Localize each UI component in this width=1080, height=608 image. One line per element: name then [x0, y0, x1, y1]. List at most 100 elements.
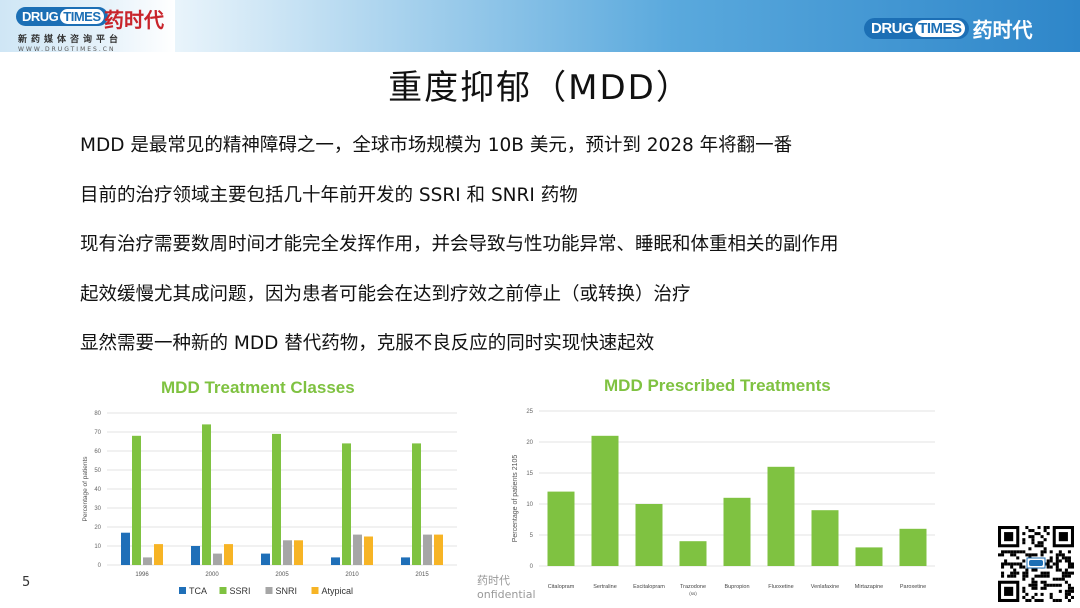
qr-module	[1049, 583, 1053, 587]
qr-module	[1034, 568, 1038, 572]
qr-finder-core	[1058, 532, 1068, 542]
bar-snri	[213, 553, 222, 565]
bar-atypical	[294, 540, 303, 565]
qr-module	[1034, 580, 1038, 584]
qr-module	[1010, 550, 1014, 554]
qr-module	[1007, 550, 1011, 554]
qr-module	[1028, 553, 1032, 557]
legend-swatch	[265, 587, 273, 594]
qr-module	[1013, 571, 1017, 575]
qr-module	[1034, 586, 1038, 590]
qr-module	[1037, 574, 1041, 578]
qr-module	[1055, 565, 1059, 569]
qr-module	[1049, 559, 1053, 563]
qr-module	[1040, 580, 1044, 584]
qr-module	[1064, 571, 1068, 575]
confidential-label: 药时代 onfidential	[477, 574, 536, 602]
qr-module	[1046, 574, 1050, 578]
x-tick-label: 2010	[345, 572, 359, 578]
drugtimes-logo-left: DRUG TIMES 药时代 新药媒体咨询平台 WWW.DRUGTIMES.CN	[16, 6, 164, 53]
qr-module	[1046, 559, 1050, 563]
qr-module	[1001, 562, 1005, 566]
qr-module	[1019, 562, 1023, 566]
bar	[767, 466, 795, 566]
qr-module	[1067, 574, 1071, 578]
chart2-title: MDD Prescribed Treatments	[604, 376, 831, 395]
qr-module	[1028, 583, 1032, 587]
qr-module	[1001, 571, 1005, 575]
bar-snri	[143, 557, 152, 565]
qr-module	[1031, 553, 1035, 557]
qr-module	[1007, 562, 1011, 566]
qr-module	[1001, 550, 1005, 554]
x-tick-label: Paroxetine	[900, 584, 926, 590]
qr-module	[998, 553, 1002, 557]
qr-module	[1067, 586, 1071, 590]
qr-module	[1058, 577, 1062, 581]
bar-snri	[353, 534, 362, 565]
qr-module	[1016, 556, 1020, 560]
qr-module	[1010, 553, 1014, 557]
qr-module	[1031, 535, 1035, 539]
qr-module	[1043, 583, 1047, 587]
legend-swatch	[179, 587, 186, 594]
y-tick-label: 80	[94, 411, 101, 417]
qr-module	[1031, 577, 1035, 581]
y-tick-label: 25	[526, 409, 533, 415]
qr-module	[1055, 568, 1059, 572]
qr-module	[1055, 598, 1059, 602]
qr-module	[1064, 559, 1068, 563]
qr-module	[1043, 580, 1047, 584]
qr-module	[1028, 529, 1032, 533]
bar-tca	[331, 557, 340, 565]
qr-module	[1001, 565, 1005, 569]
qr-module	[1043, 586, 1047, 590]
y-tick-label: 60	[94, 449, 101, 455]
qr-module	[1055, 559, 1059, 563]
qr-module	[1049, 565, 1053, 569]
y-tick-label: 70	[94, 430, 101, 436]
qr-module	[1022, 541, 1026, 545]
qr-module	[1010, 571, 1014, 575]
qr-module	[1022, 595, 1026, 599]
qr-module	[1034, 553, 1038, 557]
qr-module	[1067, 571, 1071, 575]
bar	[635, 504, 663, 566]
bullet-list: MDD 是最常见的精神障碍之一，全球市场规模为 10B 美元，预计到 2028 …	[80, 131, 839, 379]
qr-module	[1040, 571, 1044, 575]
bar-tca	[191, 546, 200, 565]
bullet-item: 起效缓慢尤其成问题，因为患者可能会在达到疗效之前停止（或转换）治疗	[80, 283, 691, 305]
qr-module	[1007, 574, 1011, 578]
bar	[679, 541, 707, 566]
qr-module	[1061, 556, 1065, 560]
qr-module	[1043, 547, 1047, 551]
qr-module	[1022, 532, 1026, 536]
qr-module	[1028, 535, 1032, 539]
qr-module	[1031, 568, 1035, 572]
qr-module	[1043, 529, 1047, 533]
qr-module	[1019, 565, 1023, 569]
qr-module	[1055, 583, 1059, 587]
x-tick-label: 2015	[415, 572, 429, 578]
x-tick-label: Citalopram	[548, 584, 575, 590]
bar-ssri	[342, 443, 351, 565]
qr-module	[1025, 568, 1029, 572]
y-tick-label: 0	[98, 563, 102, 569]
qr-finder-core	[1004, 532, 1014, 542]
bar-tca	[261, 553, 270, 565]
prescribed-treatments-chart: 0 5 10 15 20 25 Percentage of patients 2105 Cit…	[512, 409, 935, 596]
legend-label: Atypical	[322, 586, 354, 596]
qr-module	[1052, 577, 1056, 581]
qr-module	[1010, 562, 1014, 566]
qr-module	[1043, 574, 1047, 578]
qr-module	[1064, 589, 1068, 593]
qr-module	[1067, 562, 1071, 566]
y-tick-label: 20	[526, 440, 533, 446]
qr-module	[1061, 571, 1065, 575]
qr-module	[1049, 595, 1053, 599]
qr-module	[1040, 586, 1044, 590]
qr-module	[1046, 562, 1050, 566]
y-tick-label: 5	[530, 533, 534, 539]
qr-module	[1070, 562, 1074, 566]
logo-right-cn-text: 药时代	[972, 18, 1033, 42]
